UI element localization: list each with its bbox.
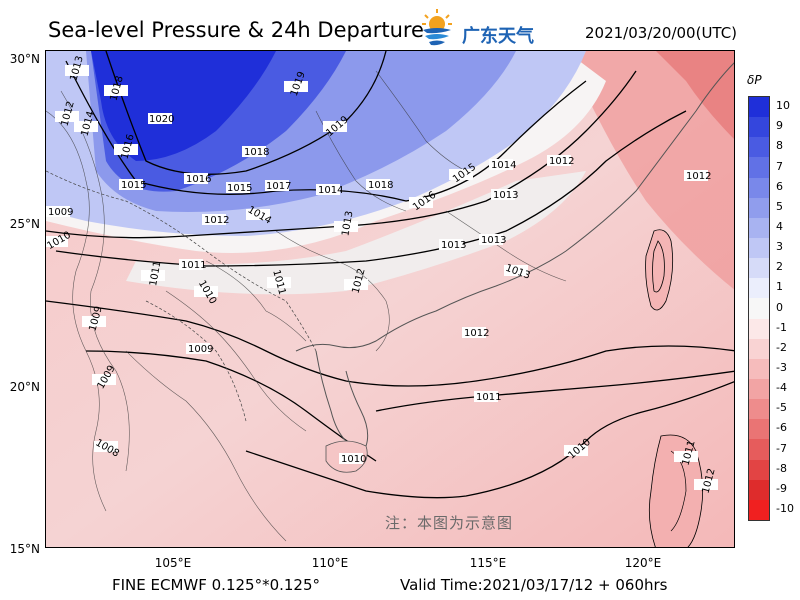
lat-label-20n: 20°N [9, 380, 40, 394]
colorbar-level-label: -6 [776, 421, 787, 435]
colorbar-segment [749, 217, 769, 239]
colorbar-level-label: -5 [776, 401, 787, 415]
forecast-datetime: 2021/03/20/00(UTC) [585, 24, 738, 42]
colorbar-segment [749, 399, 769, 420]
contour-label: 1018 [368, 180, 393, 191]
contour-label: 1013 [481, 235, 506, 246]
contour-label: 1012 [204, 215, 229, 226]
model-info: FINE ECMWF 0.125°*0.125° [112, 576, 321, 594]
pressure-map-canvas: 1013 1012 1014 1018 1016 1020 1019 1018 … [46, 51, 734, 547]
colorbar-level-label: -3 [776, 360, 787, 374]
lat-label-15n: 15°N [9, 542, 40, 556]
colorbar-level-label: 4 [776, 219, 783, 233]
contour-label: 1011 [148, 260, 163, 287]
colorbar-segment [749, 117, 769, 138]
contour-label: 1014 [491, 160, 516, 171]
colorbar-level-label: 10 [776, 99, 790, 113]
colorbar [748, 96, 770, 521]
contour-label: 1014 [318, 185, 343, 196]
colorbar-segment [749, 97, 769, 118]
lat-label-30n: 30°N [9, 52, 40, 66]
colorbar-segment [749, 298, 769, 320]
contour-label: 1020 [149, 114, 174, 125]
logo-text: 广东天气 [462, 26, 534, 47]
contour-label: 1013 [493, 190, 518, 201]
lat-label-25n: 25°N [9, 217, 40, 231]
neutral-band-south [126, 171, 586, 295]
pressure-map: 1013 1012 1014 1018 1016 1020 1019 1018 … [45, 50, 735, 548]
colorbar-segment [749, 197, 769, 219]
guangdong-weather-logo-icon [422, 9, 452, 46]
colorbar-level-label: 6 [776, 179, 783, 193]
colorbar-level-label: 5 [776, 199, 783, 213]
colorbar-segment [749, 318, 769, 340]
colorbar-level-label: 3 [776, 240, 783, 254]
colorbar-segment [749, 177, 769, 199]
thin-contours [46, 70, 567, 542]
colorbar-segment [749, 137, 769, 158]
colorbar-level-label: -9 [776, 481, 787, 495]
lon-label-110e: 110°E [311, 556, 349, 570]
contour-label: 1013 [340, 210, 355, 237]
colorbar-level-label: 9 [776, 119, 783, 133]
colorbar-segment [749, 338, 769, 360]
contour-label: 1012 [549, 156, 574, 167]
colorbar-segment [749, 238, 769, 259]
colorbar-level-label: -1 [776, 320, 787, 334]
colorbar-segment [749, 358, 769, 380]
lon-label-105e: 105°E [154, 556, 192, 570]
colorbar-segment [749, 479, 769, 501]
colorbar-segment [749, 278, 769, 299]
contour-label: 1012 [686, 171, 711, 182]
strong-negative-ne-region [566, 51, 734, 290]
colorbar-segment [749, 157, 769, 179]
colorbar-title: δP [747, 73, 762, 87]
colorbar-level-label: -7 [776, 441, 787, 455]
map-title: Sea-level Pressure & 24h Departure [48, 18, 424, 42]
contour-label: 1011 [476, 392, 501, 403]
colorbar-level-label: -10 [776, 501, 794, 515]
contour-labels: 1013 1012 1014 1018 1016 1020 1019 1018 … [46, 55, 718, 495]
colorbar-segment [749, 499, 769, 521]
colorbar-level-label: 1 [776, 280, 783, 294]
contour-label: 1009 [48, 207, 73, 218]
contour-label: 1016 [186, 174, 211, 185]
contour-label: 1010 [341, 454, 366, 465]
colorbar-level-label: -4 [776, 381, 787, 395]
colorbar-level-label: -8 [776, 461, 787, 475]
lon-label-120e: 120°E [624, 556, 662, 570]
taiwan-island [645, 229, 674, 311]
positive-departure-max [91, 51, 276, 161]
colorbar-segment [749, 459, 769, 481]
colorbar-level-label: 7 [776, 159, 783, 173]
lon-label-115e: 115°E [469, 556, 507, 570]
colorbar-segment [749, 258, 769, 279]
colorbar-level-label: 0 [776, 300, 783, 314]
valid-time: Valid Time:2021/03/17/12 + 060hrs [400, 576, 668, 594]
colorbar-segment [749, 439, 769, 461]
colorbar-segment [749, 379, 769, 400]
contour-label: 1012 [464, 328, 489, 339]
contour-label: 1017 [266, 181, 291, 192]
colorbar-level-label: 2 [776, 260, 783, 274]
contour-label: 1015 [121, 180, 146, 191]
colorbar-level-label: 8 [776, 139, 783, 153]
contour-label: 1009 [188, 344, 213, 355]
contour-label: 1018 [244, 147, 269, 158]
contour-label: 1011 [181, 260, 206, 271]
colorbar-level-label: -2 [776, 340, 787, 354]
schematic-note: 注：本图为示意图 [385, 514, 514, 532]
borders [46, 170, 317, 422]
contour-label: 1013 [441, 240, 466, 251]
contour-label: 1015 [227, 183, 252, 194]
colorbar-segment [749, 419, 769, 440]
strongest-negative-region [656, 51, 734, 139]
